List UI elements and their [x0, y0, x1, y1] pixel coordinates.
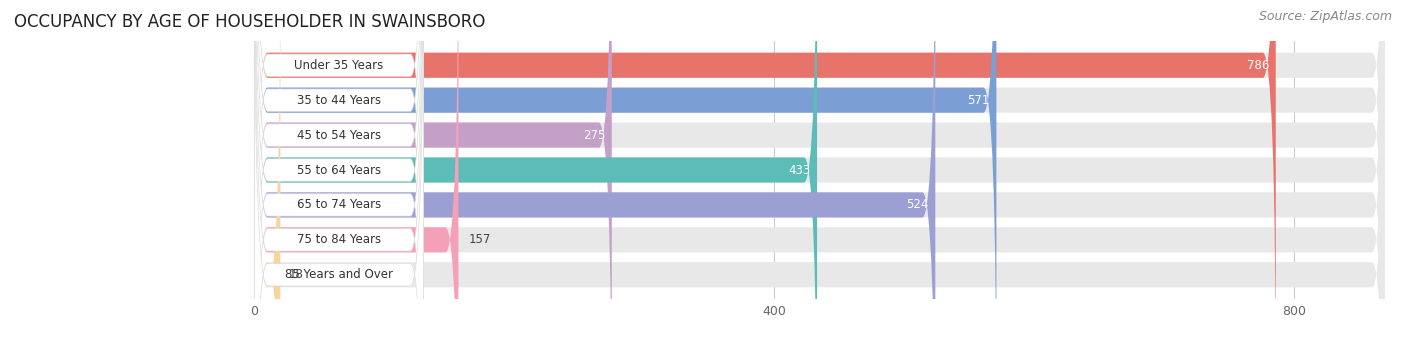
Text: 157: 157 [468, 233, 491, 246]
FancyBboxPatch shape [254, 0, 1385, 340]
FancyBboxPatch shape [254, 0, 1385, 340]
FancyBboxPatch shape [254, 0, 423, 340]
FancyBboxPatch shape [254, 0, 280, 340]
Text: 65 to 74 Years: 65 to 74 Years [297, 199, 381, 211]
Text: Source: ZipAtlas.com: Source: ZipAtlas.com [1258, 10, 1392, 23]
FancyBboxPatch shape [254, 0, 423, 340]
Text: 786: 786 [1247, 59, 1270, 72]
FancyBboxPatch shape [254, 0, 1385, 340]
FancyBboxPatch shape [254, 0, 1385, 340]
FancyBboxPatch shape [254, 0, 935, 340]
Text: 45 to 54 Years: 45 to 54 Years [297, 129, 381, 141]
Text: Under 35 Years: Under 35 Years [294, 59, 384, 72]
Text: 55 to 64 Years: 55 to 64 Years [297, 164, 381, 176]
FancyBboxPatch shape [254, 0, 1275, 340]
Text: 75 to 84 Years: 75 to 84 Years [297, 233, 381, 246]
Text: 524: 524 [907, 199, 929, 211]
FancyBboxPatch shape [254, 0, 997, 340]
Text: 18: 18 [288, 268, 304, 281]
FancyBboxPatch shape [254, 0, 423, 340]
FancyBboxPatch shape [254, 0, 458, 340]
Text: 571: 571 [967, 94, 990, 107]
FancyBboxPatch shape [254, 0, 423, 340]
FancyBboxPatch shape [254, 0, 423, 340]
Text: 275: 275 [583, 129, 605, 141]
FancyBboxPatch shape [254, 0, 817, 340]
Text: 433: 433 [789, 164, 811, 176]
Text: 85 Years and Over: 85 Years and Over [285, 268, 392, 281]
FancyBboxPatch shape [254, 0, 423, 340]
FancyBboxPatch shape [254, 0, 612, 340]
FancyBboxPatch shape [254, 0, 423, 340]
FancyBboxPatch shape [254, 0, 1385, 340]
Text: OCCUPANCY BY AGE OF HOUSEHOLDER IN SWAINSBORO: OCCUPANCY BY AGE OF HOUSEHOLDER IN SWAIN… [14, 13, 485, 31]
Text: 35 to 44 Years: 35 to 44 Years [297, 94, 381, 107]
FancyBboxPatch shape [254, 0, 1385, 340]
FancyBboxPatch shape [254, 0, 1385, 340]
